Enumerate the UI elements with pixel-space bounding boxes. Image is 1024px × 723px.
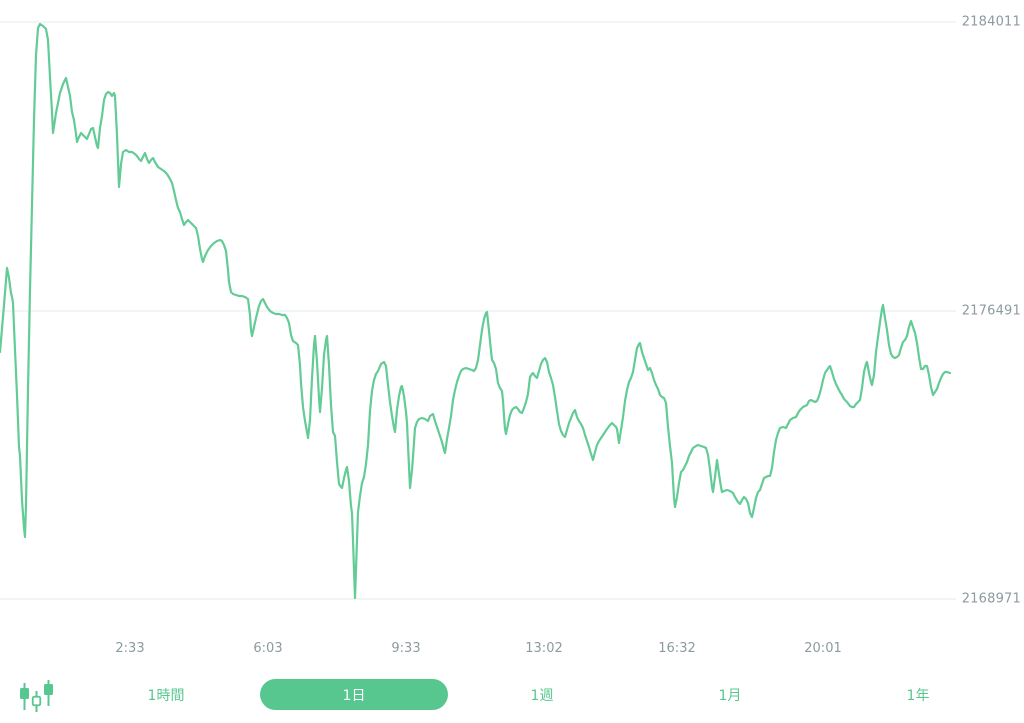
x-axis-label: 13:02	[525, 641, 563, 656]
y-axis-label: 2184011	[957, 14, 1021, 30]
x-axis-label: 2:33	[115, 641, 145, 656]
chart-toolbar: 1時間 1日 1週 1月 1年	[0, 678, 1024, 714]
period-button-1[interactable]: 1時間	[147, 687, 185, 704]
x-axis-label: 6:03	[253, 641, 283, 656]
period-button-2[interactable]: 1日	[260, 679, 448, 710]
price-chart: 2184011 2176491 2168971	[0, 0, 1024, 630]
y-axis-label: 2168971	[957, 591, 1021, 607]
y-axis-label: 2176491	[957, 303, 1021, 319]
period-button-3[interactable]: 1週	[530, 687, 554, 704]
candlestick-icon	[20, 679, 53, 712]
x-axis-label: 20:01	[804, 641, 842, 656]
x-axis-label: 16:32	[658, 641, 696, 656]
candlestick-toggle-button[interactable]	[14, 679, 56, 712]
period-selector: 1時間 1日 1週 1月 1年	[72, 679, 1012, 711]
period-button-4[interactable]: 1月	[718, 687, 742, 704]
gridlines	[0, 21, 956, 600]
x-axis-label: 9:33	[391, 641, 421, 656]
price-line-chart[interactable]	[0, 0, 1024, 630]
price-line	[0, 22, 952, 600]
x-axis-labels: 2:33 6:03 9:33 13:02 16:32 20:01	[0, 641, 1024, 663]
period-button-5[interactable]: 1年	[906, 687, 930, 704]
